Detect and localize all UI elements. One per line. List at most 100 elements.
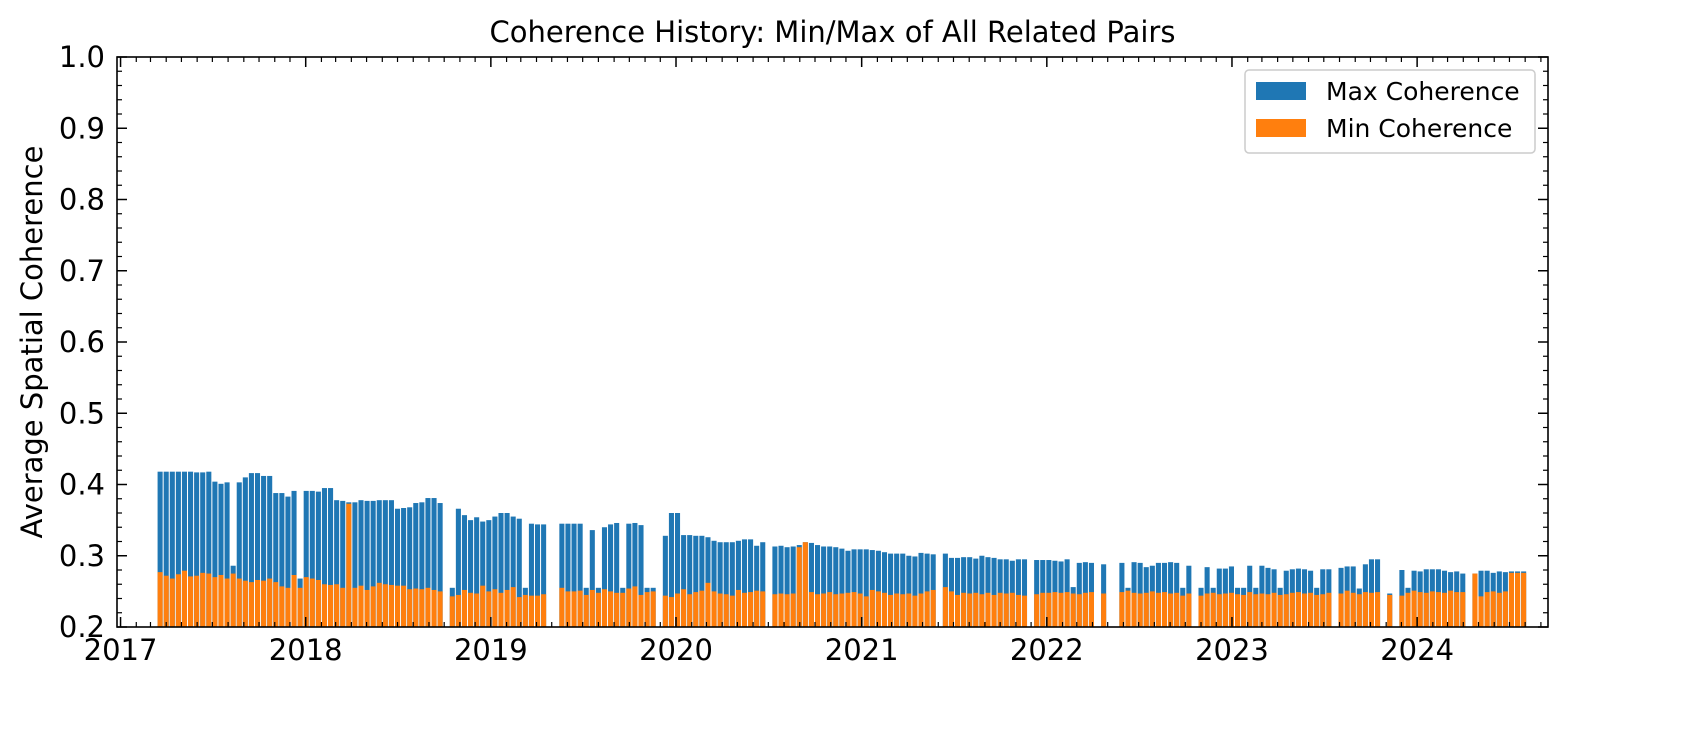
min-coherence-bar: [632, 586, 638, 627]
max-coherence-bar: [364, 500, 370, 627]
max-coherence-bar: [693, 535, 699, 627]
min-coherence-bar: [175, 574, 181, 627]
min-coherence-bar: [1222, 593, 1228, 627]
min-coherence-bar: [1289, 592, 1295, 627]
max-coherence-bar: [906, 555, 912, 627]
min-coherence-bar: [437, 591, 443, 628]
min-coherence-bar: [1478, 596, 1484, 627]
max-coherence-bar: [224, 482, 230, 627]
min-coherence-bar: [181, 570, 187, 627]
max-coherence-bar: [808, 542, 814, 627]
min-coherence-bar: [413, 588, 419, 627]
min-coherence-bar: [1161, 592, 1168, 627]
max-coherence-bar: [528, 523, 534, 627]
max-coherence-bar: [321, 488, 328, 627]
min-coherence-bar: [1320, 594, 1326, 627]
max-coherence-bar: [674, 513, 681, 627]
min-coherence-bar: [248, 582, 254, 627]
min-coherence-bar: [583, 594, 589, 627]
legend-label-min-coherence: Min Coherence: [1326, 114, 1512, 143]
min-coherence-bar: [589, 589, 595, 627]
max-coherence-bar: [504, 513, 510, 627]
min-coherence-bar: [699, 590, 705, 627]
max-coherence-bar: [851, 549, 857, 627]
min-coherence-bar: [1180, 595, 1186, 627]
min-coherence-bar: [1515, 572, 1521, 627]
min-coherence-bar: [321, 584, 328, 627]
min-coherence-bar: [565, 591, 571, 628]
max-coherence-bar: [705, 537, 711, 627]
min-coherence-bar: [863, 596, 869, 627]
min-coherence-bar: [1362, 592, 1368, 627]
min-coherence-bar: [1168, 593, 1174, 627]
max-coherence-bar: [857, 549, 863, 627]
max-coherence-bar: [845, 550, 851, 627]
y-tick-label: 0.3: [59, 539, 105, 573]
max-coherence-bar: [839, 548, 845, 628]
min-coherence-bar: [906, 593, 912, 627]
max-coherence-bar: [711, 540, 717, 627]
min-coherence-bar: [206, 573, 212, 627]
min-coherence-bar: [334, 584, 340, 627]
max-coherence-bar: [437, 503, 443, 627]
x-tick-label: 2023: [1195, 633, 1269, 667]
max-coherence-bar: [589, 530, 595, 627]
max-coherence-bar: [267, 475, 273, 627]
min-coherence-bar: [748, 592, 754, 627]
min-coherence-bar: [1186, 593, 1192, 627]
min-coherence-bar: [1460, 592, 1466, 627]
min-coherence-bar: [1344, 590, 1350, 627]
min-coherence-bar: [741, 592, 748, 627]
max-coherence-bar: [924, 553, 930, 627]
min-coherence-bar: [955, 594, 961, 627]
max-coherence-bar: [541, 524, 547, 627]
min-coherence-bar: [790, 593, 796, 627]
min-coherence-bar: [638, 594, 644, 627]
min-coherence-bar: [1429, 591, 1435, 628]
min-coherence-bar: [340, 587, 346, 627]
max-coherence-bar: [760, 542, 766, 627]
min-coherence-bar: [961, 592, 967, 627]
min-coherence-bar: [595, 592, 601, 627]
min-coherence-bar: [431, 589, 437, 627]
min-coherence-bar: [474, 593, 480, 627]
max-coherence-bar: [565, 523, 571, 627]
min-coherence-bar: [967, 593, 973, 627]
x-tick-label: 2021: [825, 633, 899, 667]
max-coherence-bar: [200, 472, 206, 627]
max-coherence-bar: [188, 471, 194, 627]
min-coherence-bar: [1314, 594, 1320, 627]
min-coherence-bar: [364, 589, 370, 627]
min-coherence-bar: [851, 592, 857, 627]
min-coherence-bar: [796, 547, 802, 627]
min-coherence-bar: [309, 578, 315, 627]
min-coherence-bar: [388, 584, 394, 627]
y-tick-label: 0.6: [59, 325, 105, 359]
x-tick-label: 2019: [454, 633, 528, 667]
min-coherence-bar: [1490, 591, 1496, 628]
min-coherence-bar: [1521, 572, 1527, 627]
min-coherence-bar: [492, 589, 498, 627]
min-coherence-bar: [425, 587, 431, 627]
min-coherence-bar: [559, 587, 565, 627]
max-coherence-bar: [309, 490, 315, 627]
max-coherence-bar: [614, 522, 620, 627]
min-coherence-bar: [224, 578, 230, 627]
max-coherence-bar: [370, 500, 376, 627]
min-coherence-bar: [1235, 594, 1241, 627]
max-coherence-bar: [425, 498, 431, 627]
max-coherence-bar: [486, 520, 492, 628]
min-coherence-bar: [924, 591, 930, 628]
max-coherence-bar: [279, 493, 285, 627]
max-coherence-bar: [534, 524, 541, 627]
min-coherence-bar: [230, 573, 236, 627]
min-coherence-bar: [1265, 594, 1271, 627]
max-coherence-bar: [431, 498, 437, 627]
min-coherence-bar: [1149, 591, 1155, 628]
min-coherence-bar: [674, 593, 681, 627]
min-coherence-bar: [1058, 592, 1064, 627]
min-coherence-bar: [261, 580, 267, 627]
min-coherence-bar: [571, 591, 577, 628]
min-coherence-bar: [273, 582, 279, 627]
